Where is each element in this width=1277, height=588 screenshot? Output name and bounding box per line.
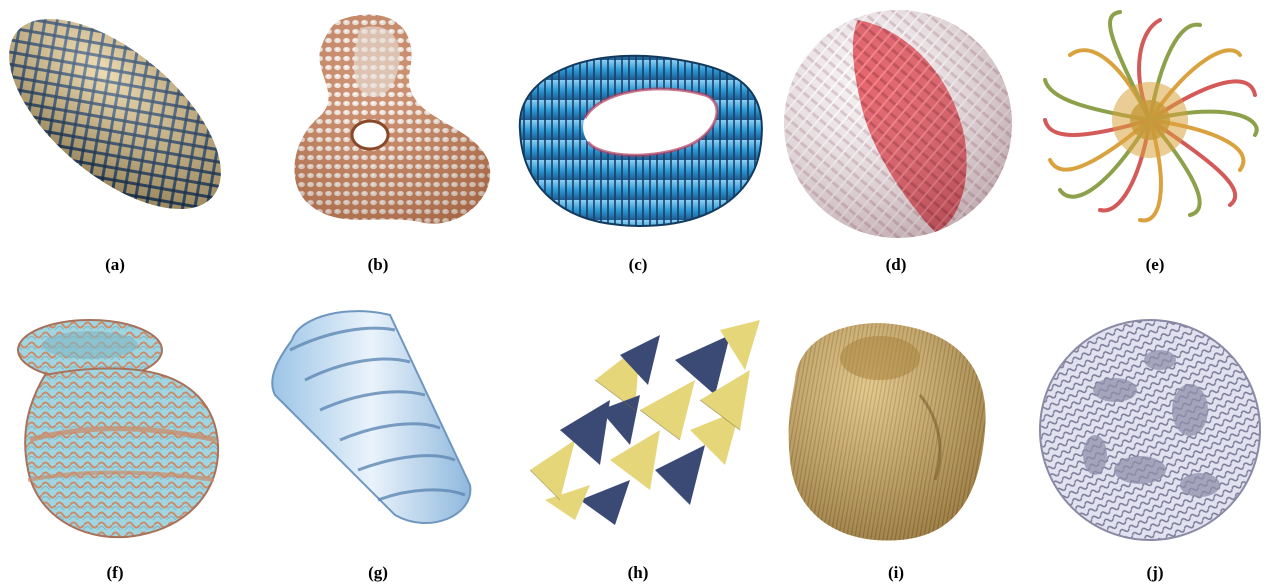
- panel-i-image: [788, 323, 986, 541]
- panel-d-caption: (d): [885, 255, 907, 274]
- panel-f-image: [17, 319, 220, 539]
- panel-j-caption: (j): [1146, 563, 1164, 582]
- panel-f-caption: (f): [106, 563, 124, 582]
- panel-c-caption: (c): [628, 255, 648, 274]
- panel-b-caption: (b): [367, 255, 389, 274]
- panel-h-caption: (h): [627, 563, 649, 582]
- panel-a-caption: (a): [105, 255, 125, 274]
- panel-e-caption: (e): [1145, 255, 1165, 274]
- panel-g-caption: (g): [368, 563, 388, 582]
- panel-g-image: [271, 310, 472, 525]
- panel-h-image: [529, 320, 760, 525]
- panel-i-caption: (i): [887, 563, 905, 582]
- panel-a-image: [9, 18, 221, 210]
- panel-d-image: [784, 10, 1012, 238]
- panel-e-image: [1043, 10, 1259, 223]
- panel-b-image: [294, 14, 491, 224]
- panel-j-image: [1039, 319, 1261, 541]
- panel-c-image: [518, 54, 763, 227]
